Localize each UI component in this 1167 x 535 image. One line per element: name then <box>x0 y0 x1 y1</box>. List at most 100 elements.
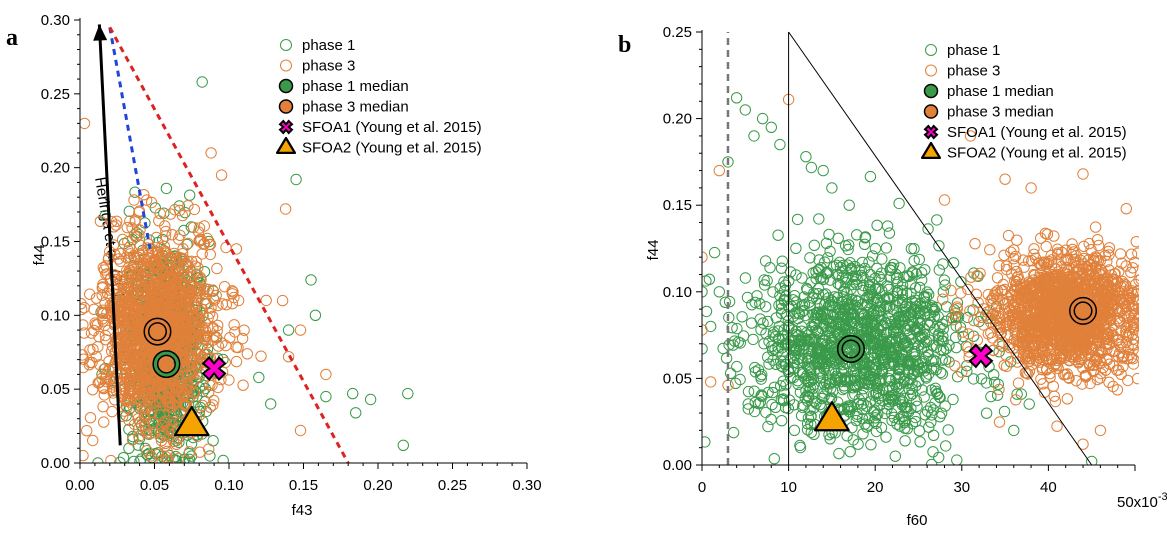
panel-a-data-point <box>124 326 137 338</box>
panel-a-data-point <box>197 379 209 391</box>
panel-b-data-point <box>892 364 905 376</box>
panel-b-data-point <box>1055 254 1067 266</box>
panel-b-data-point <box>1008 424 1020 437</box>
panel-b-data-point <box>798 304 810 317</box>
panel-b-data-point <box>906 316 919 328</box>
panel-b-data-point <box>943 356 955 368</box>
panel-a-data-point <box>158 453 171 463</box>
panel-b-data-point <box>1049 263 1062 275</box>
panel-b-data-point <box>775 380 787 392</box>
panel-b-data-point <box>858 238 871 251</box>
panel-a-data-point <box>129 214 142 226</box>
panel-b-data-point <box>882 393 894 405</box>
panel-b-data-point <box>967 373 980 385</box>
panel-a-data-point <box>238 324 250 336</box>
panel-b-data-point <box>833 296 845 309</box>
panel-b-data-point <box>768 381 781 393</box>
panel-a-data-point <box>183 384 195 397</box>
panel-b-data-point <box>845 293 858 306</box>
panel-b-data-point <box>794 439 806 452</box>
panel-a-data-point <box>196 76 208 88</box>
panel-b-data-point <box>813 254 825 266</box>
panel-a-ytick-label: 0.20 <box>41 160 70 177</box>
panel-b-data-point <box>859 231 872 243</box>
panel-b-data-point <box>1040 240 1052 253</box>
panel-b-data-point <box>797 355 809 367</box>
panel-a-median-marker-1 <box>153 351 179 377</box>
panel-a-data-point <box>160 182 173 195</box>
panel-a-data-point <box>241 348 254 360</box>
panel-b-data-point <box>819 256 831 268</box>
panel-a-data-point <box>201 337 214 349</box>
panel-b-data-point <box>1041 228 1054 240</box>
panel-a-data-point <box>199 293 212 306</box>
panel-b-data-point <box>776 330 789 342</box>
panel-a-data-point <box>131 329 143 342</box>
panel-b-data-point <box>818 387 830 399</box>
panel-b-xlabel: f60 <box>907 512 928 529</box>
panel-a-data-point <box>211 332 223 344</box>
panel-b-data-point <box>929 323 941 335</box>
panel-b-data-point <box>1015 278 1027 291</box>
panel-a-data-point <box>172 324 185 337</box>
panel-b-data-point <box>832 278 844 290</box>
panel-b-data-point <box>891 418 903 430</box>
panel-b-data-point <box>1037 378 1049 390</box>
panel-b-data-point <box>821 267 834 279</box>
panel-a-data-point <box>92 377 104 389</box>
panel-a-data-point <box>180 258 192 270</box>
panel-b-data-point <box>896 293 909 306</box>
panel-b-data-point <box>808 332 820 344</box>
panel-b-data-point <box>723 311 735 324</box>
panel-a-ytick-label: 0.15 <box>41 234 70 251</box>
panel-b-data-point <box>1127 321 1139 333</box>
panel-b-data-point <box>915 332 927 344</box>
panel-b-data-point <box>871 342 883 355</box>
panel-a-legend-marker <box>278 119 294 135</box>
panel-a-legend-label: phase 1 median <box>302 78 409 95</box>
panel-a-data-point <box>80 298 87 310</box>
panel-b-data-point <box>784 266 797 278</box>
panel-b-data-point <box>808 287 820 299</box>
panel-a-data-point <box>207 322 219 334</box>
panel-b-data-point <box>843 239 855 251</box>
panel-a-data-point <box>161 381 173 394</box>
panel-a-data-point <box>186 318 198 331</box>
panel-b-data-point <box>702 305 713 318</box>
panel-b-data-point <box>883 359 895 372</box>
panel-b-data-point <box>1048 230 1060 242</box>
panel-a-data-point <box>128 455 140 463</box>
panel-a-ytick-label: 0.30 <box>41 12 70 29</box>
panel-b-data-point <box>961 311 974 324</box>
panel-b-data-point <box>929 397 941 409</box>
panel-b-data-point <box>911 400 923 412</box>
panel-b-data-point <box>1023 398 1035 410</box>
panel-b-data-point <box>1133 274 1139 286</box>
panel-b-data-point <box>1125 351 1138 364</box>
panel-a-data-point <box>80 117 91 130</box>
panel-a-data-point <box>90 319 102 331</box>
panel-b-data-point <box>883 384 895 396</box>
panel-b-data-point <box>886 407 898 420</box>
panel-b-data-point <box>962 283 974 296</box>
panel-b-data-point <box>1009 250 1022 263</box>
panel-a-data-point <box>124 344 137 356</box>
panel-b-data-point <box>865 286 877 298</box>
panel-a-data-point <box>84 288 96 300</box>
panel-b-data-point <box>908 243 920 255</box>
panel-b-data-point <box>832 308 844 320</box>
panel-a-data-point <box>129 335 141 347</box>
panel-b-data-point <box>972 270 984 283</box>
panel-b-data-point <box>1010 394 1022 406</box>
panel-a-data-point <box>107 239 120 251</box>
panel-b-data-point <box>817 371 829 383</box>
panel-a-data-point <box>181 238 193 251</box>
panel-a-data-point <box>114 255 127 268</box>
panel-b-data-point <box>1028 243 1040 255</box>
panel-b-data-point <box>792 378 804 390</box>
panel-b-data-point <box>739 104 751 116</box>
panel-b-data-point <box>1011 388 1023 400</box>
panel-b-data-point <box>1133 302 1139 315</box>
panel-b-data-point <box>800 151 812 163</box>
panel-b-data-point <box>1061 261 1073 274</box>
